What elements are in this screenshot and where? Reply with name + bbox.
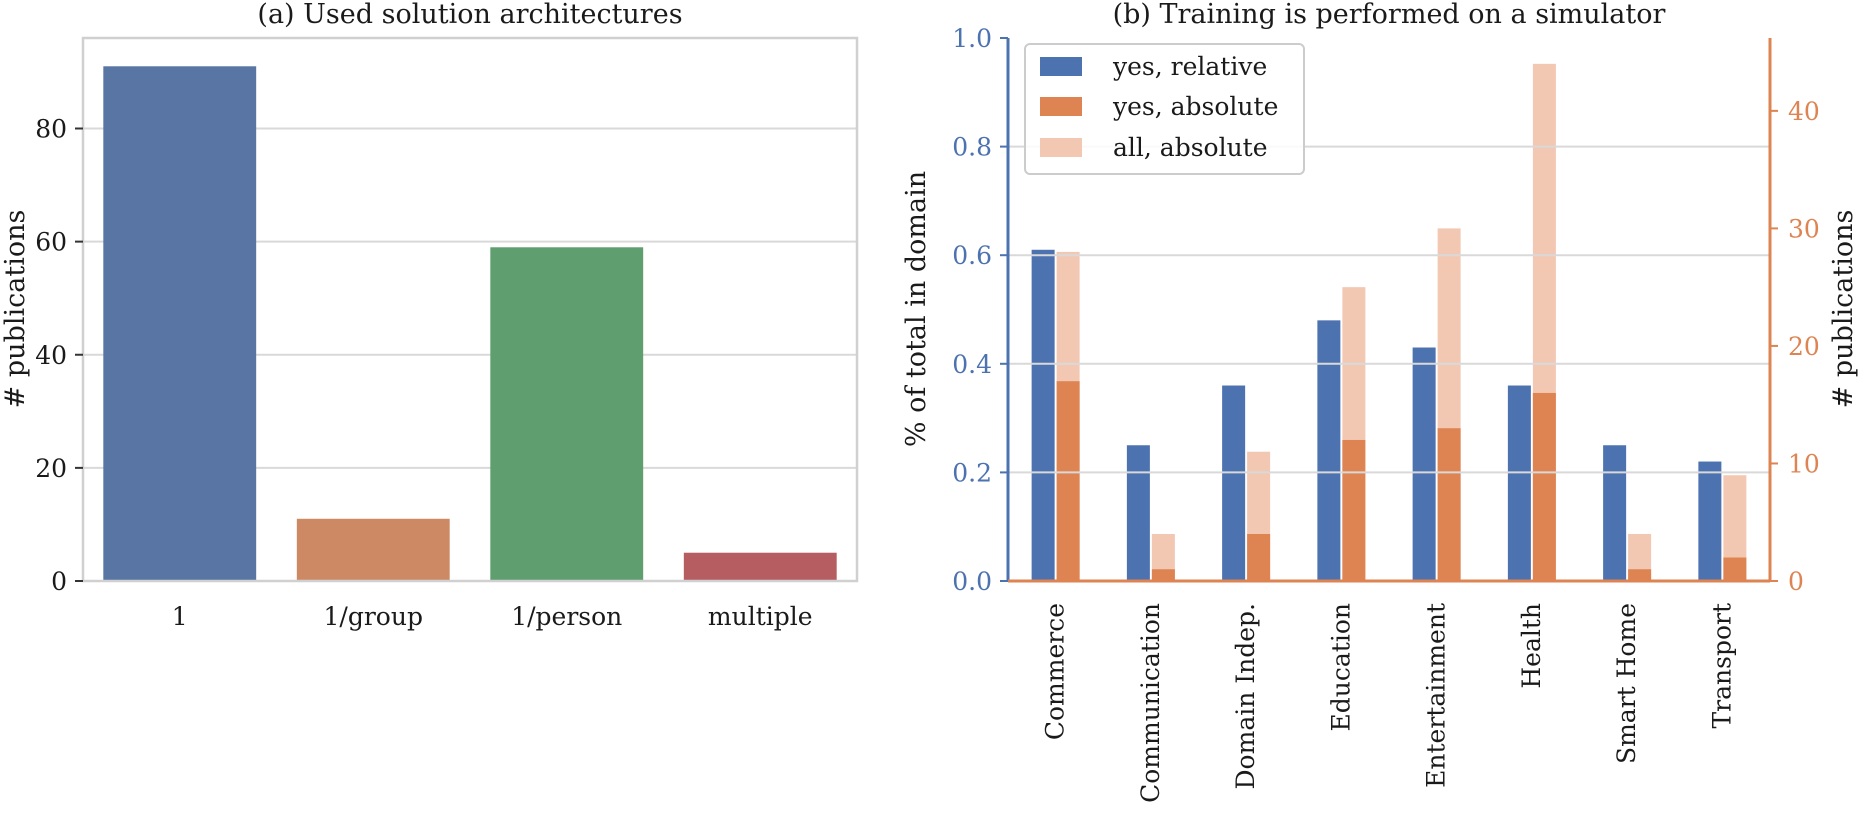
- chart-b-left-y-tick-label: 0.2: [952, 458, 992, 487]
- chart-a-y-tick-label: 40: [35, 341, 67, 370]
- chart-a-y-tick-label: 60: [35, 228, 67, 257]
- chart-b-bar-yes-absolute-transport: [1723, 557, 1747, 581]
- chart-b-right-y-tick-label: 10: [1788, 449, 1820, 478]
- chart-b-x-tick-label: Education: [1326, 603, 1355, 731]
- chart-a-x-tick-label: 1/person: [511, 602, 622, 631]
- chart-b-bar-yes-relative-smart-home: [1603, 445, 1627, 581]
- chart-b-bar-yes-relative-education: [1317, 320, 1341, 581]
- chart-b-left-y-ticks: 0.0 0.2 0.4 0.6 0.8 1.0: [952, 24, 1008, 596]
- chart-b-bar-yes-absolute-commerce: [1056, 381, 1080, 581]
- chart-b-x-tick-label: Entertainment: [1422, 603, 1451, 788]
- chart-b-right-y-tick-label: 20: [1788, 332, 1820, 361]
- chart-a-x-tick-label: multiple: [708, 602, 813, 631]
- chart-b-x-tick-label: Commerce: [1041, 603, 1070, 740]
- chart-a-bar-1: [103, 66, 257, 581]
- chart-b-bar-yes-absolute-smart-home: [1628, 569, 1652, 581]
- chart-b-bar-yes-relative-transport: [1698, 461, 1722, 581]
- chart-a-bar-1-group: [296, 518, 450, 581]
- legend-label-yes-absolute: yes, absolute: [1112, 92, 1278, 121]
- chart-b-bar-yes-relative-health: [1507, 385, 1531, 581]
- chart-b-bar-yes-relative-entertainment: [1412, 347, 1436, 581]
- chart-b-left-y-tick-label: 0.0: [952, 567, 992, 596]
- chart-a-x-tick-label: 1/group: [324, 602, 423, 631]
- chart-a: 0 20 40 60 80 1 1/group 1/person multiple (a) U…: [0, 0, 859, 631]
- legend-box: [1024, 43, 1305, 175]
- chart-b-bar-yes-relative-commerce: [1031, 249, 1055, 581]
- chart-b-bar-yes-absolute-communication: [1151, 569, 1175, 581]
- chart-b-title: (b) Training is performed on a simulator: [1113, 0, 1666, 30]
- chart-a-y-label: # publications: [0, 210, 31, 409]
- chart-b-left-y-tick-label: 1.0: [952, 24, 992, 53]
- chart-a-bar-1-person: [490, 247, 644, 581]
- chart-a-frame: [81, 36, 859, 583]
- chart-b-x-tick-label: Health: [1517, 603, 1546, 689]
- chart-b-bars: [1031, 63, 1747, 582]
- chart-b-bar-yes-absolute-health: [1532, 392, 1556, 581]
- chart-a-title: (a) Used solution architectures: [257, 0, 682, 30]
- chart-b-right-y-tick-label: 0: [1788, 567, 1804, 596]
- legend-label-all-absolute: all, absolute: [1113, 133, 1268, 162]
- chart-b-left-y-tick-label: 0.4: [952, 350, 992, 379]
- chart-b-right-y-label: # publications: [1828, 210, 1859, 409]
- chart-b-left-y-label: % of total in domain: [901, 171, 932, 447]
- chart-b-left-y-tick-label: 0.6: [952, 241, 992, 270]
- chart-b-right-y-ticks: 0 10 20 30 40: [1770, 97, 1820, 596]
- legend-swatch-yes-relative: [1040, 57, 1082, 76]
- chart-a-x-ticks: 1 1/group 1/person multiple: [172, 602, 813, 631]
- chart-a-y-ticks: 0 20 40 60 80: [35, 115, 83, 596]
- chart-b-x-tick-label: Domain Indep.: [1231, 603, 1260, 789]
- chart-b-legend: yes, relative yes, absolute all, absolut…: [1024, 43, 1305, 175]
- chart-b-bar-yes-relative-domain-indep: [1222, 385, 1246, 581]
- chart-b-right-y-tick-label: 30: [1788, 214, 1820, 243]
- chart-b-bar-yes-absolute-entertainment: [1437, 428, 1461, 581]
- chart-a-x-tick-label: 1: [172, 602, 188, 631]
- legend-swatch-yes-absolute: [1040, 97, 1082, 116]
- legend-swatch-all-absolute: [1040, 138, 1082, 157]
- chart-b-gridlines: [1008, 145, 1770, 474]
- chart-b-x-tick-label: Transport: [1707, 603, 1736, 729]
- legend-label-yes-relative: yes, relative: [1112, 52, 1267, 81]
- chart-b-bar-yes-absolute-education: [1342, 439, 1366, 581]
- chart-b-x-tick-label: Smart Home: [1612, 603, 1641, 764]
- chart-a-bars: [103, 66, 837, 581]
- chart-b-bar-all-absolute-transport: [1723, 475, 1747, 581]
- chart-a-y-tick-label: 0: [51, 567, 67, 596]
- chart-b-x-tick-label: Communication: [1136, 603, 1165, 803]
- chart-b-x-ticks: Commerce Communication Domain Indep. Educat…: [1041, 603, 1737, 803]
- chart-b-left-y-tick-label: 0.8: [952, 133, 992, 162]
- chart-b-bar-yes-relative-communication: [1126, 445, 1150, 581]
- chart-a-y-tick-label: 20: [35, 454, 67, 483]
- chart-a-y-tick-label: 80: [35, 115, 67, 144]
- chart-b-right-y-tick-label: 40: [1788, 97, 1820, 126]
- chart-b-bar-yes-absolute-domain-indep: [1247, 533, 1271, 581]
- chart-a-bar-multiple: [683, 552, 837, 581]
